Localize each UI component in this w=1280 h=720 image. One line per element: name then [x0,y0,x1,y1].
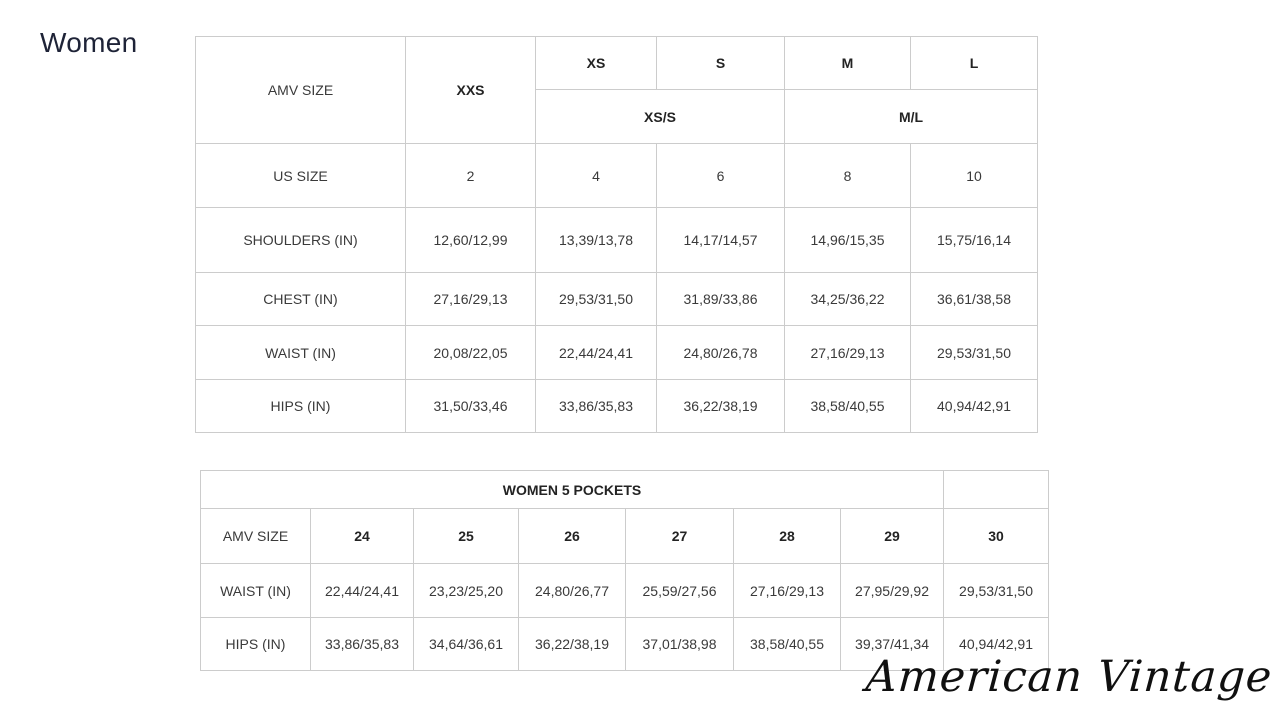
row-label-hips: HIPS (IN) [200,617,311,671]
shoulders-value: 15,75/16,14 [910,207,1038,273]
header-xs: XS [535,36,657,90]
table-row: WOMEN 5 POCKETS [199,470,1050,509]
waist-value: 22,44/24,41 [535,325,657,380]
us-size-value: 10 [910,143,1038,208]
shoulders-value: 13,39/13,78 [535,207,657,273]
hips-value: 33,86/35,83 [535,379,657,433]
table-row: AMV SIZE XXS XS S M L [195,36,1038,144]
brand-logo: American Vintage [863,652,1274,702]
us-size-value: 6 [656,143,785,208]
row-label-us-size: US SIZE [195,143,406,208]
waist-value: 27,16/29,13 [784,325,911,380]
waist-value: 24,80/26,78 [656,325,785,380]
row-label-waist: WAIST (IN) [195,325,406,380]
pants-waist-value: 29,53/31,50 [943,563,1050,618]
pants-table-title: WOMEN 5 POCKETS [199,470,945,509]
pants-hips-value: 40,94/42,91 [943,617,1050,671]
pants-size-header: 24 [310,508,414,564]
header-group-m-l: M/L [784,89,1038,144]
chest-value: 31,89/33,86 [656,272,785,326]
table-row: WAIST (IN) 22,44/24,41 23,23/25,20 24,80… [200,563,1050,618]
pants-hips-value: 37,01/38,98 [625,617,734,671]
table-row: HIPS (IN) 31,50/33,46 33,86/35,83 36,22/… [195,379,1038,433]
row-label-amv-size: AMV SIZE [200,508,311,564]
header-m: M [784,36,911,90]
waist-value: 29,53/31,50 [910,325,1038,380]
table-row: US SIZE 2 4 6 8 10 [195,143,1038,208]
table-row: CHEST (IN) 27,16/29,13 29,53/31,50 31,89… [195,272,1038,326]
pants-hips-value: 36,22/38,19 [518,617,626,671]
page-title: Women [40,27,138,58]
pants-waist-value: 22,44/24,41 [310,563,414,618]
size-table-tops: AMV SIZE XXS XS S M L XS/S M/L US SIZE 2… [195,36,1038,433]
pants-size-header: 27 [625,508,734,564]
pants-waist-value: 23,23/25,20 [413,563,519,618]
table-row: SHOULDERS (IN) 12,60/12,99 13,39/13,78 1… [195,207,1038,273]
pants-size-header: 29 [839,508,945,564]
corner-label: AMV SIZE [195,36,406,144]
table-row: WAIST (IN) 20,08/22,05 22,44/24,41 24,80… [195,325,1038,380]
size-table-pants: WOMEN 5 POCKETS AMV SIZE 24 25 26 27 28 … [199,470,1050,671]
pants-waist-value: 27,95/29,92 [839,563,945,618]
us-size-value: 2 [405,143,536,208]
table-row: AMV SIZE 24 25 26 27 28 29 30 [200,508,1050,564]
pants-waist-value: 27,16/29,13 [733,563,841,618]
shoulders-value: 14,17/14,57 [656,207,785,273]
shoulders-value: 12,60/12,99 [405,207,536,273]
table-row: XS/S M/L [196,89,1038,144]
pants-hips-value: 34,64/36,61 [413,617,519,671]
hips-value: 31,50/33,46 [405,379,536,433]
hips-value: 40,94/42,91 [910,379,1038,433]
row-label-waist: WAIST (IN) [200,563,311,618]
chest-value: 36,61/38,58 [910,272,1038,326]
hips-value: 38,58/40,55 [784,379,911,433]
us-size-value: 8 [784,143,911,208]
waist-value: 20,08/22,05 [405,325,536,380]
pants-waist-value: 25,59/27,56 [625,563,734,618]
header-s: S [656,36,785,90]
empty-header-cell [943,470,1050,509]
pants-hips-value: 39,37/41,34 [839,617,945,671]
header-group-xs-s: XS/S [535,89,785,144]
chest-value: 34,25/36,22 [784,272,911,326]
header-l: L [910,36,1038,90]
header-xxs: XXS [405,36,536,144]
us-size-value: 4 [535,143,657,208]
pants-size-header: 26 [518,508,626,564]
chest-value: 27,16/29,13 [405,272,536,326]
pants-size-header: 30 [943,508,1050,564]
pants-hips-value: 38,58/40,55 [733,617,841,671]
row-label-hips: HIPS (IN) [195,379,406,433]
row-label-shoulders: SHOULDERS (IN) [195,207,406,273]
pants-hips-value: 33,86/35,83 [310,617,414,671]
pants-waist-value: 24,80/26,77 [518,563,626,618]
shoulders-value: 14,96/15,35 [784,207,911,273]
table-row: HIPS (IN) 33,86/35,83 34,64/36,61 36,22/… [200,617,1050,671]
row-label-chest: CHEST (IN) [195,272,406,326]
chest-value: 29,53/31,50 [535,272,657,326]
pants-size-header: 25 [413,508,519,564]
pants-size-header: 28 [733,508,841,564]
hips-value: 36,22/38,19 [656,379,785,433]
